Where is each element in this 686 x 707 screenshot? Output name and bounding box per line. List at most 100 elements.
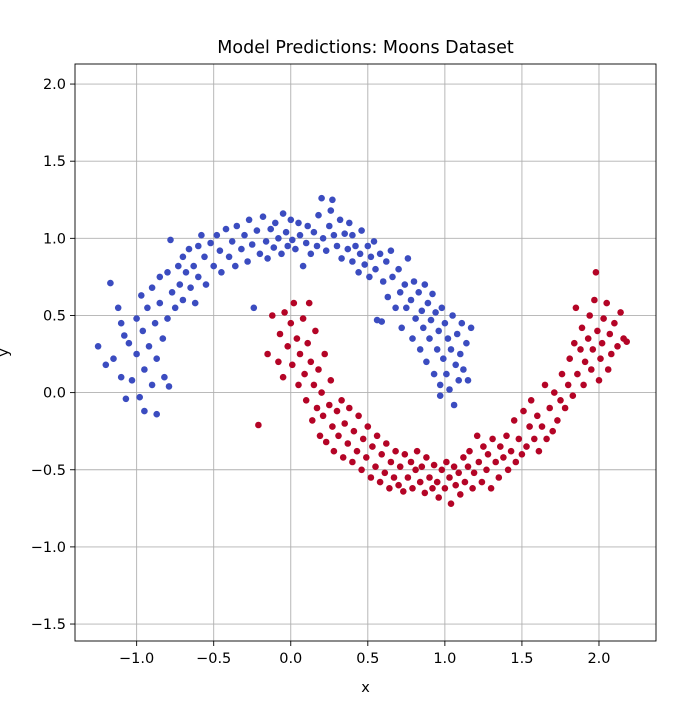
- data-point-class-0: [313, 242, 321, 250]
- data-point-class-0: [272, 219, 279, 227]
- data-point-class-1: [344, 440, 352, 447]
- data-point-class-0: [410, 278, 418, 285]
- data-point-class-1: [378, 451, 386, 458]
- data-point-class-1: [396, 463, 404, 471]
- data-point-class-0: [446, 386, 453, 393]
- chart-title: Model Predictions: Moons Dataset: [217, 38, 514, 58]
- data-point-class-0: [148, 381, 156, 389]
- data-point-class-0: [185, 245, 193, 253]
- data-point-class-0: [378, 318, 386, 325]
- data-point-class-0: [133, 315, 140, 322]
- data-point-class-0: [176, 281, 184, 288]
- data-point-class-1: [535, 447, 543, 455]
- data-point-class-0: [463, 339, 470, 347]
- data-point-class-1: [503, 432, 510, 440]
- data-point-class-0: [262, 238, 270, 245]
- data-point-class-0: [450, 401, 458, 409]
- data-point-class-1: [464, 463, 472, 471]
- data-point-class-0: [427, 316, 435, 324]
- data-point-class-0: [395, 265, 402, 273]
- data-point-class-1: [571, 339, 578, 347]
- data-point-class-0: [443, 370, 450, 378]
- data-point-class-1: [339, 454, 347, 461]
- data-point-class-1: [598, 339, 606, 347]
- data-point-class-0: [315, 211, 322, 219]
- data-point-class-1: [526, 423, 533, 430]
- y-tick-label: −1.5: [31, 617, 66, 633]
- data-point-class-0: [458, 319, 466, 327]
- data-point-class-0: [453, 330, 461, 338]
- data-point-class-1: [518, 451, 526, 458]
- data-point-class-0: [333, 242, 341, 250]
- data-point-class-0: [287, 216, 295, 224]
- data-point-class-0: [366, 273, 373, 281]
- data-point-class-0: [248, 241, 256, 248]
- data-point-class-1: [433, 478, 441, 486]
- data-point-class-1: [581, 358, 589, 366]
- data-point-class-0: [245, 216, 253, 224]
- data-point-class-1: [447, 500, 455, 508]
- data-point-class-0: [384, 293, 392, 301]
- data-point-class-0: [429, 290, 436, 298]
- data-point-class-0: [341, 230, 349, 237]
- data-point-class-1: [330, 447, 338, 455]
- data-point-class-0: [125, 339, 133, 347]
- data-point-class-0: [139, 327, 147, 335]
- data-point-class-0: [190, 262, 197, 270]
- data-point-class-0: [398, 324, 406, 332]
- data-point-class-0: [338, 255, 345, 262]
- data-point-class-0: [330, 231, 338, 239]
- data-point-class-1: [255, 421, 262, 429]
- data-point-class-0: [259, 213, 267, 220]
- data-point-class-1: [586, 312, 593, 319]
- data-point-class-1: [290, 299, 298, 307]
- data-point-class-0: [304, 222, 312, 230]
- data-point-class-0: [295, 219, 302, 227]
- data-point-class-1: [589, 346, 597, 353]
- y-tick-label: −1.0: [31, 540, 66, 556]
- axis-ticks: −1.0 −0.5 0.0 0.5 1.0 1.5 2.0 −1.5 −1.0 −0.5 0.0 0.…: [31, 77, 611, 667]
- data-point-class-0: [404, 255, 412, 262]
- data-point-class-1: [595, 377, 603, 384]
- data-point-class-0: [94, 343, 102, 350]
- data-point-class-0: [213, 231, 221, 239]
- data-point-class-1: [319, 412, 327, 420]
- data-point-class-0: [148, 284, 156, 292]
- data-point-class-1: [527, 397, 535, 404]
- data-point-class-1: [592, 269, 600, 276]
- data-point-class-0: [409, 335, 416, 342]
- data-point-class-0: [329, 196, 336, 204]
- x-tick-label: −0.5: [196, 651, 231, 667]
- data-point-class-0: [444, 335, 452, 342]
- data-point-class-0: [379, 278, 387, 285]
- data-point-class-1: [429, 485, 436, 492]
- data-point-class-0: [282, 228, 290, 236]
- data-point-class-1: [497, 443, 504, 450]
- data-point-class-1: [404, 474, 412, 481]
- data-point-class-1: [329, 423, 336, 430]
- data-point-class-1: [534, 412, 541, 420]
- data-point-class-0: [164, 315, 171, 322]
- x-tick-label: 1.0: [433, 651, 456, 667]
- data-point-class-0: [195, 273, 202, 281]
- data-point-class-1: [309, 417, 316, 424]
- data-point-class-0: [144, 304, 151, 312]
- data-point-class-0: [182, 269, 190, 276]
- data-point-class-1: [520, 407, 527, 415]
- data-point-class-1: [446, 474, 453, 481]
- data-point-class-1: [363, 454, 370, 461]
- data-point-class-1: [623, 338, 630, 346]
- data-point-class-0: [171, 304, 179, 312]
- data-point-class-0: [364, 242, 372, 250]
- data-point-class-1: [279, 373, 287, 381]
- data-point-class-1: [312, 327, 319, 335]
- data-point-class-0: [310, 228, 318, 236]
- y-tick-label: 1.0: [43, 231, 66, 247]
- data-point-class-1: [364, 423, 372, 430]
- data-point-class-1: [561, 404, 569, 412]
- data-point-class-0: [412, 315, 419, 322]
- data-point-class-1: [484, 451, 492, 458]
- data-point-class-0: [253, 227, 261, 234]
- data-point-class-1: [376, 478, 384, 486]
- data-point-class-1: [566, 355, 573, 363]
